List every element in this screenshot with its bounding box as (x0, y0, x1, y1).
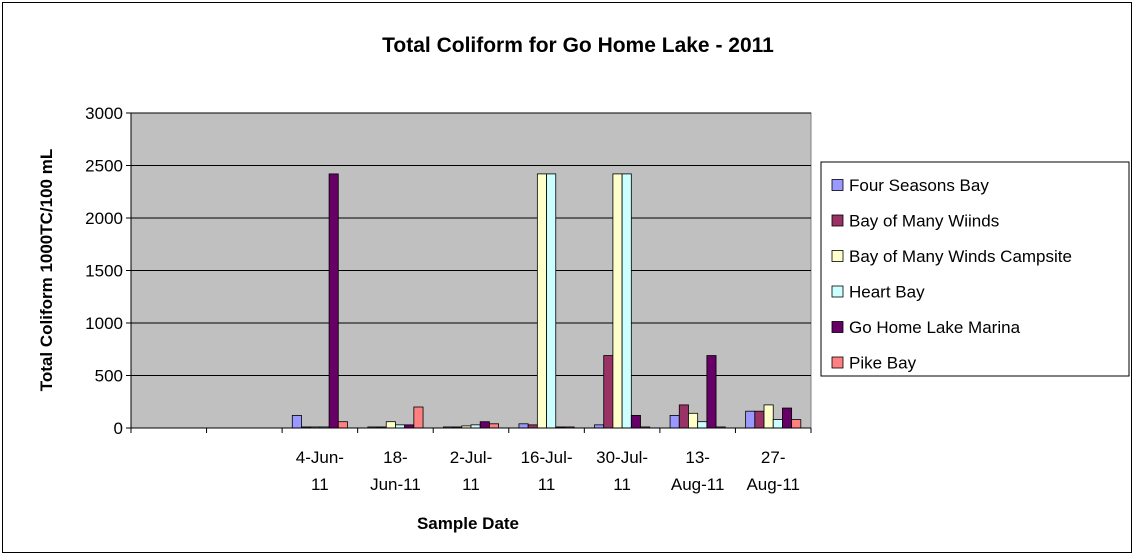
legend-label: Four Seasons Bay (849, 176, 989, 195)
y-axis-ticks: 0 500 1000 1500 2000 2500 3000 (85, 104, 811, 438)
y-tick-label: 0 (114, 419, 123, 438)
legend-swatch (831, 285, 844, 298)
x-tick-label: 11 (462, 475, 480, 494)
bar-pike-bay-8 (791, 419, 802, 429)
bar-go-home-lake-marina-8 (782, 407, 793, 429)
legend-swatch (831, 179, 844, 191)
x-tick-label: 11 (311, 475, 329, 494)
bar-bay-of-many-winds-campsite-5 (536, 173, 547, 429)
legend-label: Bay of Many Wiinds (849, 212, 999, 231)
legend-swatch (831, 321, 844, 333)
bar-four-seasons-bay-7 (669, 414, 680, 429)
bar-go-home-lake-marina-6 (630, 414, 641, 429)
bar-go-home-lake-marina-4 (479, 421, 490, 429)
legend-label: Bay of Many Winds Campsite (849, 247, 1072, 266)
bar-bay-of-many-winds-campsite-8 (763, 404, 774, 429)
x-tick-label: 2-Jul- (450, 448, 493, 467)
y-tick-label: 3000 (85, 104, 123, 123)
bar-heart-bay-6 (621, 173, 632, 429)
legend-label: Heart Bay (849, 283, 925, 302)
bar-four-seasons-bay-8 (745, 410, 756, 429)
x-tick-label: 11 (613, 475, 631, 494)
bar-bay-of-many-wiinds-8 (754, 410, 765, 429)
legend-swatch (831, 250, 844, 262)
y-tick-label: 1500 (85, 262, 123, 281)
bar-go-home-lake-marina-7 (706, 355, 717, 429)
bar-bay-of-many-winds-campsite-6 (612, 173, 623, 429)
legend-label: Pike Bay (849, 354, 917, 373)
gridlines (131, 112, 811, 376)
legend-swatch (831, 356, 844, 369)
x-tick-label: 18- (383, 448, 408, 467)
y-tick-label: 500 (95, 367, 123, 386)
bar-bay-of-many-winds-campsite-3 (385, 421, 396, 429)
bar-pike-bay-4 (488, 423, 499, 429)
bar-heart-bay-5 (546, 173, 557, 429)
y-tick-label: 2000 (85, 209, 123, 228)
legend-swatch (831, 214, 844, 227)
x-tick-label: Aug-11 (746, 475, 800, 494)
x-tick-label: 13- (685, 448, 710, 467)
legend-box (820, 161, 1130, 377)
legend: Four Seasons Bay Bay of Many Wiinds Bay of… (820, 161, 1130, 377)
bar-four-seasons-bay-5 (518, 423, 529, 429)
chart-title: Total Coliform for Go Home Lake - 2011 (382, 34, 774, 57)
bar-bay-of-many-wiinds-6 (603, 355, 614, 429)
x-tick-label: 4-Jun- (296, 448, 344, 467)
bar-bay-of-many-wiinds-7 (678, 404, 689, 429)
legend-label: Go Home Lake Marina (849, 318, 1021, 337)
chart-svg: Total Coliform for Go Home Lake - 2011 0… (37, 34, 1130, 533)
x-tick-label: 27- (761, 448, 786, 467)
x-tick-label: 30-Jul- (596, 448, 648, 467)
y-axis-title: Total Coliform 1000TC/100 mL (37, 149, 56, 391)
y-tick-label: 1000 (85, 314, 123, 333)
bar-heart-bay-8 (772, 419, 783, 429)
bar-pike-bay-3 (413, 406, 424, 429)
bar-pike-bay-2 (337, 421, 348, 429)
bar-four-seasons-bay-2 (291, 414, 302, 429)
bar-bay-of-many-winds-campsite-7 (688, 412, 699, 429)
x-axis-ticks: 4-Jun- 11 18- Jun-11 2-Jul- 11 16-Jul- 11 30-Jul… (130, 428, 812, 494)
x-tick-label: Jun-11 (370, 475, 421, 494)
x-tick-label: Aug-11 (671, 475, 725, 494)
bar-heart-bay-7 (697, 421, 708, 429)
x-axis-title: Sample Date (417, 514, 519, 533)
x-tick-label: 11 (538, 475, 556, 494)
bar-go-home-lake-marina-2 (328, 173, 339, 429)
y-tick-label: 2500 (85, 157, 123, 176)
x-tick-label: 16-Jul- (521, 448, 573, 467)
